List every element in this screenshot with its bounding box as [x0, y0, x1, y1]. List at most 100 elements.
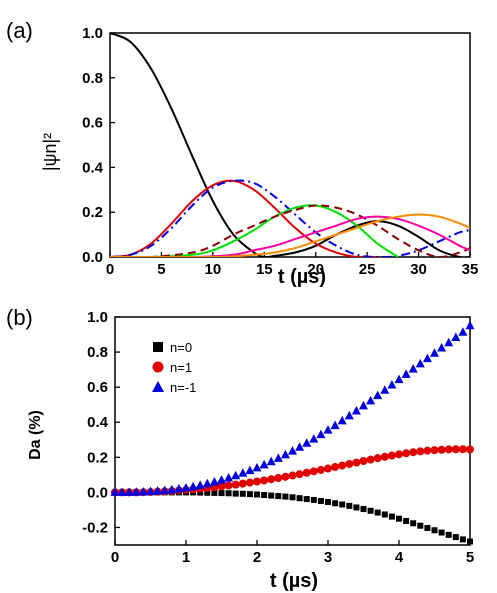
- marker-point: [238, 479, 247, 488]
- marker-point: [467, 538, 473, 545]
- marker-point: [231, 470, 241, 480]
- y-tick-label: 0.6: [82, 115, 103, 132]
- marker-point: [444, 337, 454, 347]
- y-tick-label: 1.0: [82, 25, 103, 42]
- marker-point: [323, 425, 333, 434]
- y-tick-label: 1.0: [87, 309, 108, 326]
- marker-point: [332, 500, 339, 507]
- x-tick-label: 10: [205, 261, 222, 278]
- marker-point: [254, 491, 260, 498]
- marker-point: [387, 380, 397, 389]
- marker-point: [395, 450, 403, 459]
- y-tick-label: 0.8: [82, 70, 103, 87]
- marker-point: [225, 490, 232, 497]
- series-line-2: [110, 179, 470, 257]
- marker-point: [345, 459, 354, 468]
- series-line-5: [110, 215, 470, 257]
- y-tick-label: 0.2: [82, 204, 103, 221]
- marker-point: [366, 395, 376, 405]
- marker-point: [445, 531, 452, 538]
- marker-point: [366, 455, 375, 464]
- marker-point: [224, 481, 233, 490]
- legend-marker: [153, 342, 163, 352]
- marker-point: [181, 483, 191, 492]
- panel-a-y-axis-label-text: |ψn|²: [40, 133, 60, 171]
- marker-point: [295, 470, 304, 479]
- panel-b: (b) Da (%) t (µs) 0 1 2 3 4 5 -0.2 0.0 0.2 0.4 0.6…: [6, 305, 475, 592]
- series-line-1: [110, 179, 378, 257]
- marker-point: [211, 489, 218, 496]
- marker-point: [261, 492, 268, 499]
- panel-a-label: (a): [6, 18, 33, 43]
- marker-point: [238, 468, 248, 477]
- marker-point: [217, 475, 226, 484]
- marker-point: [438, 529, 445, 536]
- panel-b-x-axis-label: t (µs): [270, 570, 318, 592]
- marker-point: [138, 487, 148, 496]
- legend-label: n=0: [170, 340, 192, 355]
- marker-point: [410, 520, 417, 527]
- marker-point: [202, 478, 212, 488]
- marker-point: [331, 462, 340, 471]
- marker-point: [417, 522, 424, 529]
- marker-point: [423, 446, 432, 455]
- marker-point: [309, 434, 319, 443]
- marker-point: [316, 465, 325, 474]
- y-tick-label: -0.2: [82, 519, 108, 536]
- x-tick-label: 2: [253, 549, 261, 566]
- x-tick-label: 20: [307, 261, 324, 278]
- x-tick-label: 1: [182, 549, 190, 566]
- marker-point: [231, 480, 240, 489]
- marker-point: [146, 486, 155, 496]
- marker-point: [387, 451, 396, 460]
- marker-point: [295, 442, 305, 451]
- marker-point: [338, 461, 347, 470]
- marker-point: [195, 480, 205, 489]
- marker-point: [374, 509, 381, 516]
- x-tick-label: 5: [466, 549, 474, 566]
- x-tick-label: 5: [157, 261, 165, 278]
- marker-point: [110, 487, 120, 496]
- marker-point: [344, 410, 354, 420]
- legend-item-0: n=0: [153, 340, 192, 355]
- y-tick-label: 0.6: [87, 379, 108, 396]
- marker-point: [380, 452, 389, 461]
- marker-point: [325, 499, 331, 506]
- marker-point: [131, 487, 141, 496]
- marker-point: [239, 490, 246, 497]
- marker-point: [317, 497, 324, 504]
- x-tick-label: 0: [111, 549, 119, 566]
- marker-point: [373, 390, 383, 400]
- marker-point: [267, 475, 276, 484]
- marker-point: [431, 527, 438, 534]
- marker-point: [282, 493, 289, 500]
- marker-point: [302, 438, 312, 447]
- marker-point: [430, 446, 439, 455]
- legend-marker: [152, 361, 164, 373]
- marker-point: [245, 478, 254, 487]
- marker-point: [167, 484, 177, 494]
- panel-a-y-axis-label: |ψn|²: [40, 133, 60, 171]
- marker-point: [153, 486, 163, 495]
- marker-point: [174, 484, 184, 493]
- marker-point: [403, 517, 410, 524]
- x-tick-label: 4: [395, 549, 404, 566]
- marker-point: [437, 343, 447, 352]
- x-tick-label: 35: [462, 261, 479, 278]
- marker-point: [422, 353, 432, 363]
- marker-point: [408, 364, 418, 373]
- marker-point: [394, 374, 404, 384]
- y-tick-label: 0.0: [82, 249, 103, 266]
- marker-point: [416, 447, 425, 456]
- marker-point: [459, 536, 466, 543]
- marker-point: [217, 482, 226, 491]
- marker-point: [359, 456, 368, 465]
- marker-point: [373, 454, 382, 463]
- marker-point: [465, 320, 475, 330]
- marker-point: [444, 445, 453, 454]
- marker-point: [281, 472, 290, 481]
- marker-point: [458, 327, 468, 336]
- series-line-6: [110, 213, 470, 257]
- marker-point: [359, 400, 368, 410]
